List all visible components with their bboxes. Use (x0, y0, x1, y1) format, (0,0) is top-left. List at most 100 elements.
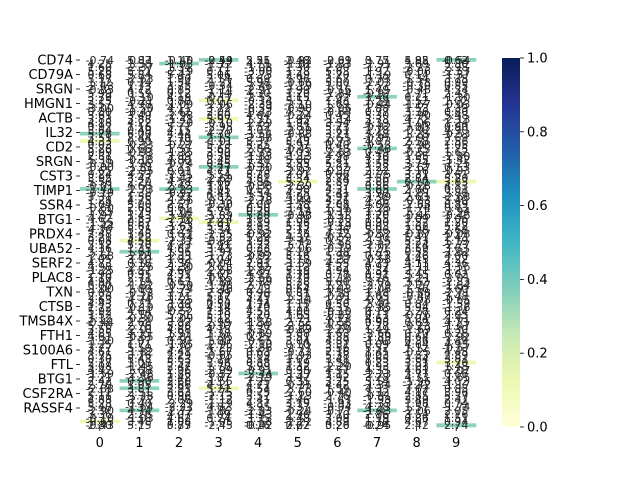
heatmap-cell (159, 142, 200, 147)
heatmap-cell (80, 69, 120, 74)
cell-annotation: 0.80 (167, 94, 192, 107)
heatmap-cell (198, 286, 239, 291)
cell-annotation: -1.12 (204, 58, 232, 71)
heatmap-cell (80, 334, 120, 339)
heatmap-cell (159, 342, 200, 347)
heatmap-cell (159, 316, 200, 321)
heatmap-cell (278, 323, 318, 328)
heatmap-cell (396, 150, 437, 155)
heatmap-cell (357, 364, 398, 369)
heatmap-cell (357, 109, 398, 114)
heatmap-cell (80, 72, 120, 77)
heatmap-cell (159, 272, 200, 277)
y-tick-label: UBA52 (29, 242, 73, 257)
heatmap-cell (119, 364, 160, 369)
heatmap-cell (198, 235, 239, 240)
heatmap-cell (317, 65, 358, 70)
heatmap-cell (119, 58, 160, 62)
heatmap-cell (436, 176, 477, 181)
cell-annotation: -3.00 (244, 65, 272, 78)
heatmap-cell (357, 176, 398, 181)
heatmap-cell (396, 345, 437, 350)
heatmap-cell (119, 117, 160, 122)
heatmap-cell (80, 198, 120, 203)
heatmap-cell (396, 323, 437, 328)
heatmap-cell (238, 319, 279, 324)
heatmap-cell (357, 257, 398, 262)
heatmap-cell (119, 120, 160, 125)
heatmap-cell (159, 375, 200, 380)
heatmap-cell (436, 65, 477, 70)
heatmap-cell (238, 367, 279, 372)
heatmap-cell (119, 283, 160, 288)
heatmap-cell (159, 139, 200, 144)
cell-annotation: -2.10 (284, 98, 312, 111)
heatmap-cell (238, 345, 279, 350)
heatmap-cell (317, 401, 358, 406)
heatmap-cell (80, 342, 120, 347)
cell-annotation-label: -0.01 (323, 54, 351, 67)
heatmap-cell (396, 58, 437, 62)
heatmap-cell (317, 165, 358, 169)
cell-annotation: -2.06 (323, 102, 351, 115)
heatmap-cell (119, 290, 160, 295)
heatmap-cell (119, 367, 160, 372)
heatmap-cell (436, 319, 477, 324)
heatmap-cell (238, 401, 279, 406)
heatmap-cell (357, 275, 398, 280)
heatmap-cell (396, 139, 437, 144)
heatmap-cell (396, 102, 437, 107)
heatmap-cell (396, 176, 437, 181)
heatmap-cell (278, 113, 318, 118)
heatmap-cell (278, 242, 318, 247)
heatmap-cell (119, 172, 160, 177)
heatmap-cell (396, 94, 437, 99)
heatmap-cell (119, 231, 160, 236)
heatmap-cell (80, 353, 120, 358)
heatmap-cell (80, 338, 120, 343)
y-tick-label: RASSF4 (23, 402, 73, 417)
heatmap-cell (396, 404, 437, 409)
heatmap-cell (80, 150, 120, 155)
heatmap-cell (396, 187, 437, 192)
heatmap-cell (396, 72, 437, 77)
heatmap-cell (317, 415, 358, 420)
heatmap-cell (278, 301, 318, 306)
heatmap-cell (436, 61, 477, 66)
heatmap-cell (238, 419, 279, 424)
heatmap-cell (278, 371, 318, 376)
heatmap-cell (357, 220, 398, 225)
heatmap-cell (238, 120, 279, 125)
cell-annotation: -0.17 (204, 91, 232, 104)
heatmap-cell (198, 268, 239, 273)
heatmap-cell (198, 157, 239, 162)
heatmap-cell (317, 290, 358, 295)
heatmap-cell (159, 331, 200, 336)
heatmap-cell (119, 205, 160, 210)
heatmap-cell (317, 393, 358, 398)
heatmap-cell (119, 397, 160, 402)
cell-annotation: 1.43 (325, 94, 350, 107)
cell-annotation: 4.98 (127, 98, 152, 111)
heatmap-cell (119, 390, 160, 395)
heatmap-cell (317, 105, 358, 110)
heatmap-cell (436, 382, 477, 387)
heatmap-cell (198, 419, 239, 424)
heatmap-cell (80, 319, 120, 324)
heatmap-cell (317, 113, 358, 118)
heatmap-cell (396, 205, 437, 210)
heatmap-cell (396, 415, 437, 420)
heatmap-cell (80, 117, 120, 122)
heatmap-cell (159, 393, 200, 398)
heatmap-cell (278, 283, 318, 288)
heatmap-cell (396, 279, 437, 284)
cell-annotation: 3.96 (286, 72, 311, 85)
heatmap-cell (238, 331, 279, 336)
heatmap-cell (159, 209, 200, 214)
heatmap-cell (278, 312, 318, 317)
heatmap-cell (80, 272, 120, 277)
heatmap-cell (357, 120, 398, 125)
heatmap-cell (436, 216, 477, 221)
heatmap-cell (396, 397, 437, 402)
heatmap-cell (317, 168, 358, 173)
